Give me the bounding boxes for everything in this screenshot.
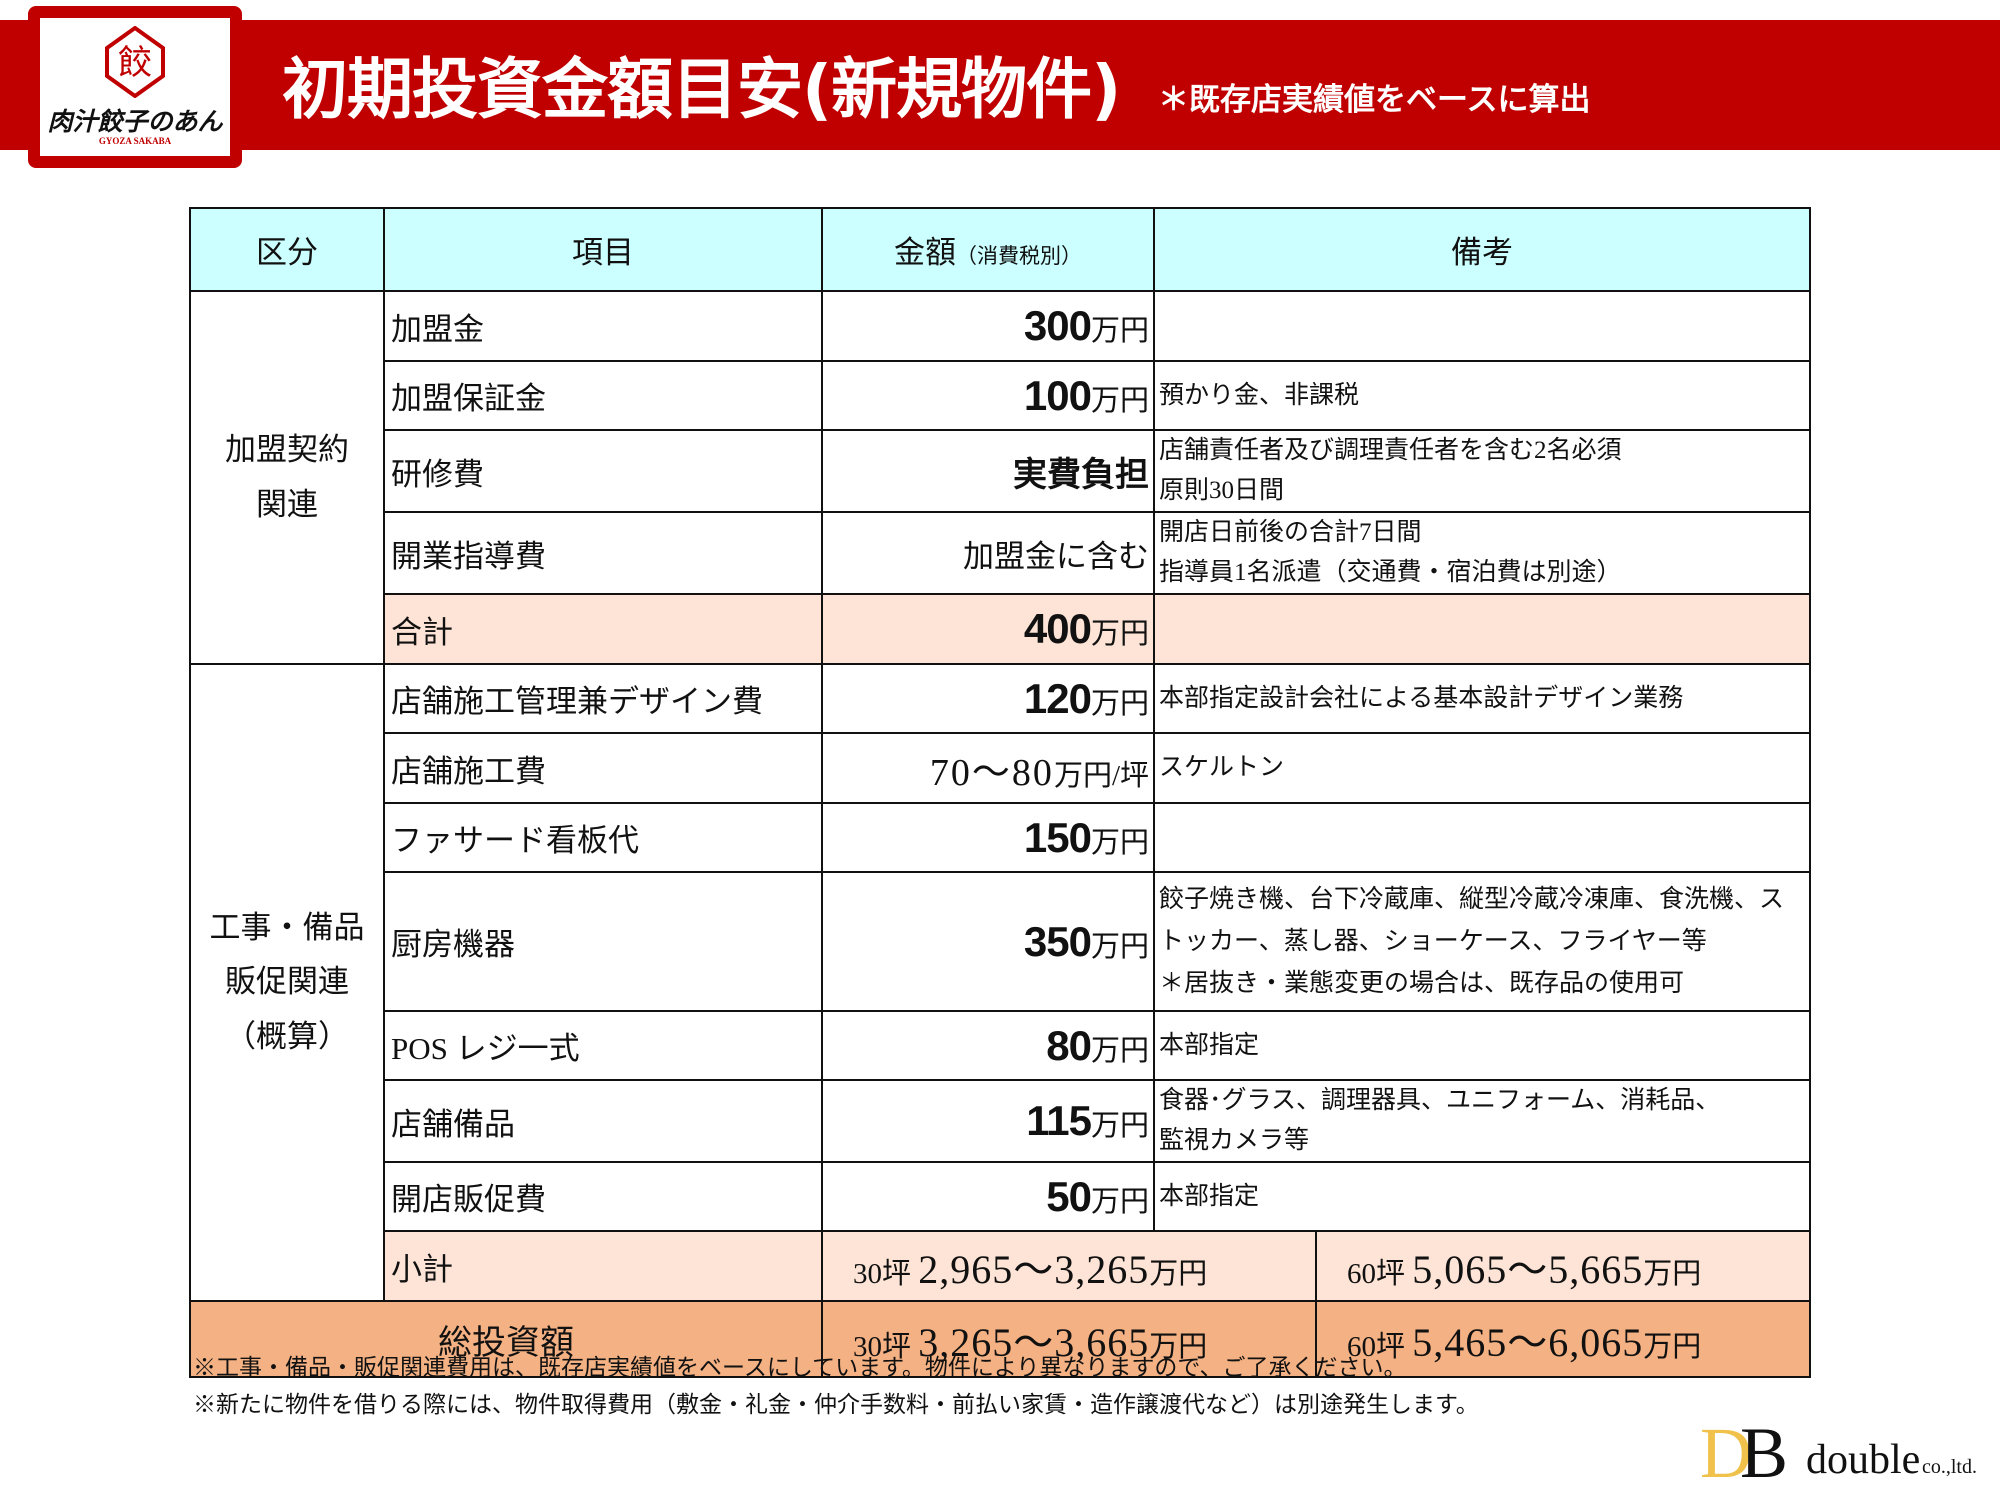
table-header: 区分 項目 金額（消費税別） 備考 [189,207,1811,292]
item-name: ファサード看板代 [383,802,823,873]
col-amount: 金額（消費税別） [821,207,1155,292]
table-row: 厨房機器 350万円 餃子焼き機、台下冷蔵庫、縦型冷蔵冷凍庫、食洗機、ス トッカー… [190,871,1811,1012]
remarks [1153,802,1811,873]
table-row: 店舗施工費 70～80万円/坪 スケルトン [190,732,1811,804]
footnote: ※新たに物件を借りる際には、物件取得費用（敷金・礼金・仲介手数料・前払い家賃・造… [193,1392,1479,1417]
item-name: 加盟保証金 [383,360,823,431]
brand-logo: 餃 肉汁餃子のあん GYOZA SAKABA [28,6,242,168]
table-row: 加盟保証金 100万円 預かり金、非課税 [190,360,1811,431]
item-name: 研修費 [383,429,823,513]
table-row: 工事・備品 販促関連 （概算） 店舗施工管理兼デザイン費 120万円 本部指定設計会… [189,663,1811,1302]
subtotal-30tsubo: 30坪 2,965～3,265万円 [821,1230,1317,1302]
item-name: 店舗施工費 [383,732,823,804]
amount: 80万円 [821,1010,1155,1081]
amount: 115万円 [821,1079,1155,1163]
gyoza-hexagon-icon: 餃 [105,26,165,98]
table-row: 研修費 実費負担 店舗責任者及び調理責任者を含む2名必須 原則30日間 [190,429,1811,513]
col-item: 項目 [383,207,823,292]
remarks: スケルトン [1153,732,1811,804]
table-row: POS レジ一式 80万円 本部指定 [190,1010,1811,1081]
amount: 150万円 [821,802,1155,873]
remarks [1153,290,1811,362]
remarks: 餃子焼き機、台下冷蔵庫、縦型冷蔵冷凍庫、食洗機、ス トッカー、蒸し器、ショーケース… [1153,871,1811,1012]
item-name: 合計 [383,593,823,665]
item-name: 厨房機器 [383,871,823,1012]
investment-table: 区分 項目 金額（消費税別） 備考 加盟契約 関連 加盟金 300万円 加盟保証金… [189,207,1811,1378]
item-name: 加盟金 [383,290,823,362]
item-name: 開業指導費 [383,511,823,595]
page-title: 初期投資金額目安(新規物件) [282,51,1121,128]
grand-total-row: 総投資額 30坪 3,265～3,665万円 60坪 5,465～6,065万円 [189,1300,1811,1378]
remarks: 本部指定 [1153,1010,1811,1081]
remarks [1153,593,1811,665]
amount: 300万円 [821,290,1155,362]
remarks: 預かり金、非課税 [1153,360,1811,431]
amount: 加盟金に含む [821,511,1155,595]
amount: 350万円 [821,871,1155,1012]
remarks: 本部指定 [1153,1161,1811,1232]
col-category: 区分 [189,207,385,292]
total-60tsubo: 60坪 5,465～6,065万円 [1315,1300,1811,1378]
total-30tsubo: 30坪 3,265～3,665万円 [821,1300,1317,1378]
table-row: ファサード看板代 150万円 [190,802,1811,873]
remarks: 食器･グラス、調理器具、ユニフォーム、消耗品、 監視カメラ等 [1153,1079,1811,1163]
remarks: 店舗責任者及び調理責任者を含む2名必須 原則30日間 [1153,429,1811,513]
subtotal-label: 小計 [383,1230,823,1302]
remarks: 開店日前後の合計7日間 指導員1名派遣（交通費・宿泊費は別途） [1153,511,1811,595]
subtotal-row: 小計 30坪 2,965～3,265万円 60坪 5,065～5,665万円 [190,1230,1811,1302]
logo-name: 肉汁餃子のあん [47,107,223,136]
grand-total-label: 総投資額 [189,1300,823,1378]
total-row: 合計 400万円 [190,593,1811,665]
category-franchise: 加盟契約 関連 [189,290,385,665]
amount: 400万円 [821,593,1155,665]
item-name: 店舗備品 [383,1079,823,1163]
amount: 120万円 [821,663,1155,734]
amount: 70～80万円/坪 [821,732,1155,804]
amount: 50万円 [821,1161,1155,1232]
category-construction: 工事・備品 販促関連 （概算） [189,663,385,1302]
logo-sub: GYOZA SAKABA [98,136,172,146]
header-band [0,20,2000,150]
col-remarks: 備考 [1153,207,1811,292]
remarks: 本部指定設計会社による基本設計デザイン業務 [1153,663,1811,734]
item-name: 開店販促費 [383,1161,823,1232]
svg-text:餃: 餃 [118,43,152,83]
amount: 実費負担 [821,429,1155,513]
table-row: 開店販促費 50万円 本部指定 [190,1161,1811,1232]
amount: 100万円 [821,360,1155,431]
table-row: 店舗備品 115万円 食器･グラス、調理器具、ユニフォーム、消耗品、 監視カメラ等 [190,1079,1811,1163]
table-row: 加盟契約 関連 加盟金 300万円 [189,290,1811,665]
item-name: 店舗施工管理兼デザイン費 [383,663,823,734]
footnote: ※工事・備品・販促関連費用は、既存店実績値をベースにしています。物件により異なり… [193,1355,1407,1380]
page-subtitle: ＊既存店実績値をベースに算出 [1158,82,1591,118]
table-row: 開業指導費 加盟金に含む 開店日前後の合計7日間 指導員1名派遣（交通費・宿泊費は… [190,511,1811,595]
item-name: POS レジ一式 [383,1010,823,1081]
subtotal-60tsubo: 60坪 5,065～5,665万円 [1315,1230,1811,1302]
